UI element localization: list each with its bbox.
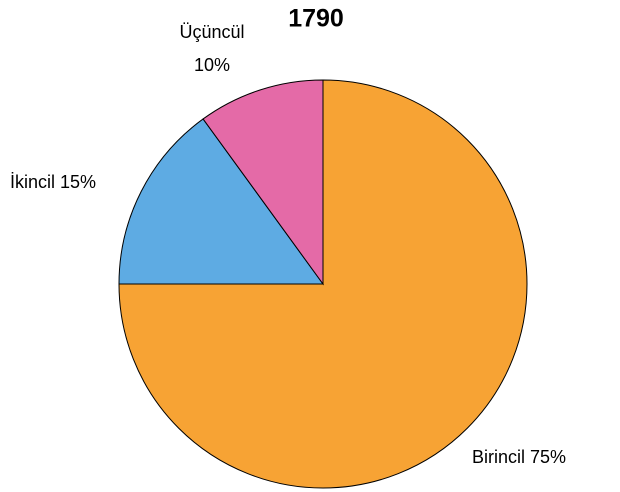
- slice-label: Üçüncül: [179, 22, 244, 42]
- pie-slice: [202, 79, 324, 286]
- slice-value-label: 75%: [530, 447, 566, 467]
- slice-label: Birincil 75%: [472, 447, 566, 467]
- chart-title: 1790: [288, 5, 344, 33]
- slice-value-label: 15%: [60, 172, 96, 192]
- slice-label: İkincil 15%: [10, 172, 96, 192]
- slice-category: Birincil: [472, 447, 525, 467]
- slice-category: İkincil: [10, 172, 55, 192]
- pie-slice: [118, 118, 324, 285]
- slice-value-label: 10%: [194, 55, 230, 75]
